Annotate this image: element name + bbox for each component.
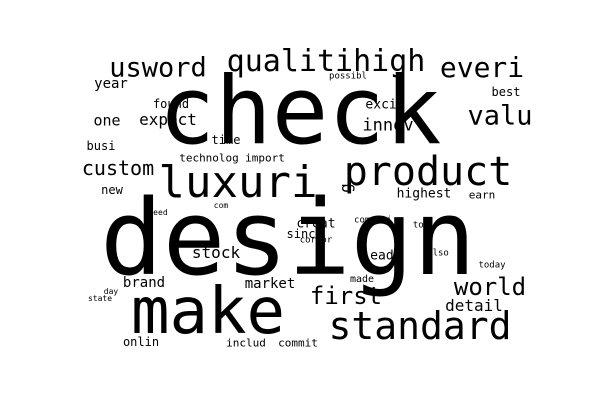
word-onlin: onlin: [122, 335, 160, 349]
word-top: top: [412, 220, 430, 231]
word-world: world: [453, 273, 527, 301]
word-sinc: sinc: [286, 227, 316, 241]
word-design: design: [100, 177, 476, 299]
word-excit: excit: [365, 97, 405, 113]
word-possibl: possibl: [329, 71, 367, 82]
word-check: check: [158, 57, 442, 166]
word-today: today: [478, 260, 506, 271]
word-earn: earn: [468, 188, 496, 202]
word-detail: detail: [445, 296, 503, 315]
word-innov: innov: [362, 115, 414, 136]
word-year: year: [94, 76, 128, 92]
word-first: first: [309, 282, 383, 310]
word-brand: brand: [122, 275, 166, 291]
word-usword: usword: [109, 52, 207, 84]
word-everi: everi: [439, 51, 525, 84]
word-compani: compani: [354, 215, 392, 226]
word-valu: valu: [467, 100, 533, 132]
word-technolog: technolog: [179, 151, 239, 165]
word-stock: stock: [191, 243, 241, 262]
word-qualitihigh: qualitihigh: [226, 44, 426, 79]
word-expect: expect: [139, 110, 197, 129]
word-corpor: corpor: [299, 235, 333, 246]
word-one: one: [93, 111, 121, 130]
word-com: com: [213, 201, 229, 210]
word-includ: includ: [226, 336, 266, 350]
word-lead: lead: [362, 248, 394, 264]
word-commit: commit: [278, 336, 318, 350]
word-best: best: [491, 85, 521, 99]
word-standard: standard: [328, 304, 512, 348]
word-highest: highest: [396, 186, 452, 202]
word-state: state: [87, 294, 113, 303]
word-creat: creat: [296, 216, 336, 232]
word-make: make: [130, 275, 286, 349]
word-made: made: [349, 274, 375, 285]
word-import: import: [245, 151, 285, 165]
word-g-vertical: g: [336, 183, 355, 193]
word-time: time: [211, 133, 241, 147]
word-new: new: [101, 183, 123, 197]
word-need: need: [148, 208, 168, 217]
word-market: market: [244, 276, 296, 292]
word-custom: custom: [81, 156, 155, 180]
word-day: day: [103, 287, 119, 296]
word-busi: busi: [86, 139, 116, 153]
word-found: found: [152, 97, 190, 111]
word-product: product: [343, 149, 513, 195]
word-luxuri: luxuri: [158, 157, 318, 208]
word-also: also: [427, 248, 449, 259]
